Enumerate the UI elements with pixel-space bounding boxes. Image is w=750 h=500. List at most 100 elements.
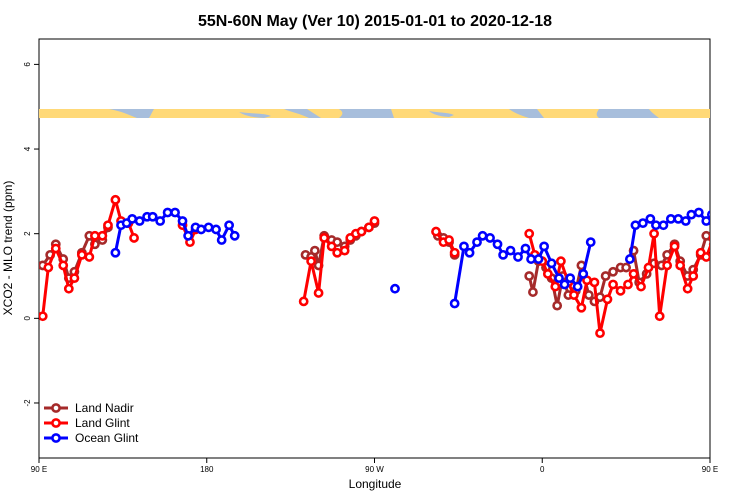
y-tick-label: 0 xyxy=(23,316,32,321)
land-nadir-point xyxy=(725,220,732,227)
land-glint-point xyxy=(431,226,441,237)
land-glint-point xyxy=(701,252,710,262)
ocean-glint-point xyxy=(693,207,704,218)
y-tick-label: -2 xyxy=(23,399,32,407)
x-axis: 90 E 180 90 W 0 90 E xyxy=(31,458,718,474)
land-glint-point xyxy=(555,256,566,267)
x-axis-label: Longitude xyxy=(349,477,402,491)
land-glint-point xyxy=(319,233,330,243)
land-glint-point xyxy=(643,262,654,273)
ocean-glint-point xyxy=(211,224,221,235)
ocean-glint-point xyxy=(638,218,648,229)
land-glint-point xyxy=(708,234,710,242)
land-glint-point xyxy=(675,260,686,271)
ocean-glint-point xyxy=(449,298,460,309)
land-nadir-point xyxy=(708,241,710,248)
y-axis: -2 0 2 4 6 xyxy=(23,62,39,407)
land-glint-point xyxy=(298,296,309,307)
land-glint-point xyxy=(662,260,673,271)
ocean-glint-point xyxy=(498,249,509,260)
land-glint-point xyxy=(723,222,730,229)
ocean-glint-point xyxy=(155,216,166,226)
land-glint-point xyxy=(76,249,87,260)
land-glint-point xyxy=(688,271,699,281)
ocean-glint-point xyxy=(706,210,710,220)
x-tick-label: 180 xyxy=(200,465,214,474)
land-glint-point xyxy=(576,302,587,313)
land-glint-point xyxy=(364,222,374,233)
ocean-glint-point xyxy=(585,237,596,248)
y-tick-label: 6 xyxy=(23,62,32,67)
land-nadir-legend-marker xyxy=(51,403,61,413)
land-nadir-point xyxy=(621,262,632,273)
land-glint-point xyxy=(615,285,626,296)
land-nadir-point xyxy=(309,245,320,256)
ocean-glint-point xyxy=(459,241,469,252)
ocean-glint-point xyxy=(224,220,235,231)
ocean-glint-point xyxy=(539,241,550,252)
ocean-glint-point xyxy=(390,283,400,294)
land-glint-legend-marker xyxy=(51,418,61,428)
land-glint-point xyxy=(444,235,454,245)
ocean-glint-point xyxy=(513,252,523,262)
ocean-glint-point xyxy=(147,211,158,222)
ocean-glint-point xyxy=(492,239,503,250)
land-glint-point xyxy=(449,247,460,258)
land-glint-point xyxy=(595,328,605,339)
land-glint-point xyxy=(63,283,74,294)
ocean-glint-point xyxy=(229,230,240,241)
ocean-glint-legend-label: Ocean Glint xyxy=(75,431,139,445)
x-tick-label: 0 xyxy=(540,465,545,474)
land-glint-point xyxy=(332,247,343,258)
land-glint-point xyxy=(718,236,725,243)
land-glint-point xyxy=(97,230,108,241)
chart-title: 55N-60N May (Ver 10) 2015-01-01 to 2020-… xyxy=(198,13,552,30)
y-tick-label: 4 xyxy=(23,146,32,151)
ocean-glint-point xyxy=(134,216,145,226)
land-glint-point xyxy=(569,290,579,300)
land-glint-point xyxy=(313,288,324,298)
land-nadir-point xyxy=(552,300,563,311)
ocean-glint-point xyxy=(680,216,691,226)
land-glint-point xyxy=(731,196,738,203)
ocean-glint-legend-marker xyxy=(51,433,61,443)
ocean-glint-point xyxy=(162,207,173,218)
land-glint-point xyxy=(589,277,600,288)
land-glint-point xyxy=(669,241,680,252)
ocean-glint-point xyxy=(170,207,180,218)
land-glint-point xyxy=(339,245,350,256)
ocean-glint-point xyxy=(110,247,121,258)
land-nadir-point xyxy=(738,215,745,222)
y-axis-label: XCO2 - MLO trend (ppm) xyxy=(1,181,15,316)
land-nadir-point xyxy=(608,266,618,277)
land-glint-point xyxy=(90,230,100,241)
x-tick-label: 90 E xyxy=(702,465,718,474)
ocean-glint-point xyxy=(673,213,684,224)
land-glint-point xyxy=(636,281,646,292)
ocean-glint-point xyxy=(127,213,138,224)
ocean-glint-point xyxy=(701,216,710,226)
ocean-glint-point xyxy=(554,273,564,284)
land-glint-point xyxy=(628,268,639,279)
land-nadir-legend-label: Land Nadir xyxy=(75,401,134,415)
land-glint-point xyxy=(50,243,61,254)
ocean-glint-point xyxy=(526,254,536,264)
land-glint-point xyxy=(654,311,665,322)
land-nadir-point xyxy=(583,290,594,300)
land-glint-point xyxy=(542,268,553,279)
ocean-glint-point xyxy=(183,230,194,241)
land-glint-point xyxy=(649,228,659,239)
ocean-glint-point xyxy=(485,233,495,243)
land-glint-point xyxy=(369,216,380,226)
land-nadir-point xyxy=(744,224,750,231)
ocean-glint-point xyxy=(505,245,516,256)
land-glint-point xyxy=(306,256,317,267)
land-glint-point xyxy=(608,279,618,290)
land-glint-point xyxy=(550,281,561,292)
y-tick-label: 2 xyxy=(23,231,32,236)
x-tick-label: 90 W xyxy=(365,465,384,474)
land-glint-point xyxy=(602,294,613,305)
land-glint-point xyxy=(623,279,633,290)
land-glint-point xyxy=(524,228,535,239)
